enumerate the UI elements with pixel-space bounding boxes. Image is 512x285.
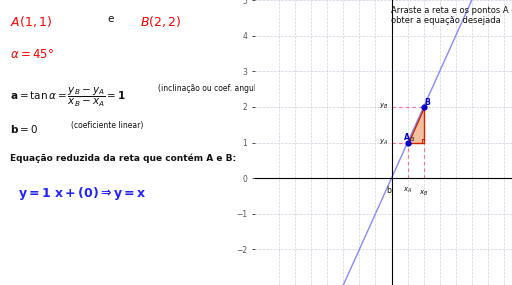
Text: $\alpha = 45°$: $\alpha = 45°$ [10,48,54,62]
Text: α: α [410,136,414,142]
Text: Arraste a reta e os pontos A e B para
obter a equação desejada: Arraste a reta e os pontos A e B para ob… [391,6,512,25]
Text: (inclinação ou coef. angular): (inclinação ou coef. angular) [158,84,267,93]
Text: $B(2,2)$: $B(2,2)$ [140,14,182,29]
Text: Equação reduzida da reta que contém A e B:: Equação reduzida da reta que contém A e … [10,154,237,163]
Text: B: B [424,98,431,107]
Text: $x_B$: $x_B$ [419,189,429,198]
Text: $x_A$: $x_A$ [403,186,412,195]
Text: $y_B$: $y_B$ [379,102,389,111]
Polygon shape [408,107,423,142]
Text: b: b [387,186,392,195]
Text: $A(1,1)$: $A(1,1)$ [10,14,52,29]
Text: A: A [404,133,410,142]
Text: $y_A$: $y_A$ [379,138,389,147]
Text: $\mathbf{y = 1\ x + (0) \Rightarrow y = x}$: $\mathbf{y = 1\ x + (0) \Rightarrow y = … [18,185,146,202]
Text: (coeficiente linear): (coeficiente linear) [71,121,144,130]
Text: $\mathbf{b} = 0$: $\mathbf{b} = 0$ [10,123,38,135]
Text: e: e [107,14,114,24]
Text: $\mathbf{a} = \tan\alpha = \dfrac{y_B - y_A}{x_B - x_A} = \mathbf{1}$: $\mathbf{a} = \tan\alpha = \dfrac{y_B - … [10,86,126,109]
